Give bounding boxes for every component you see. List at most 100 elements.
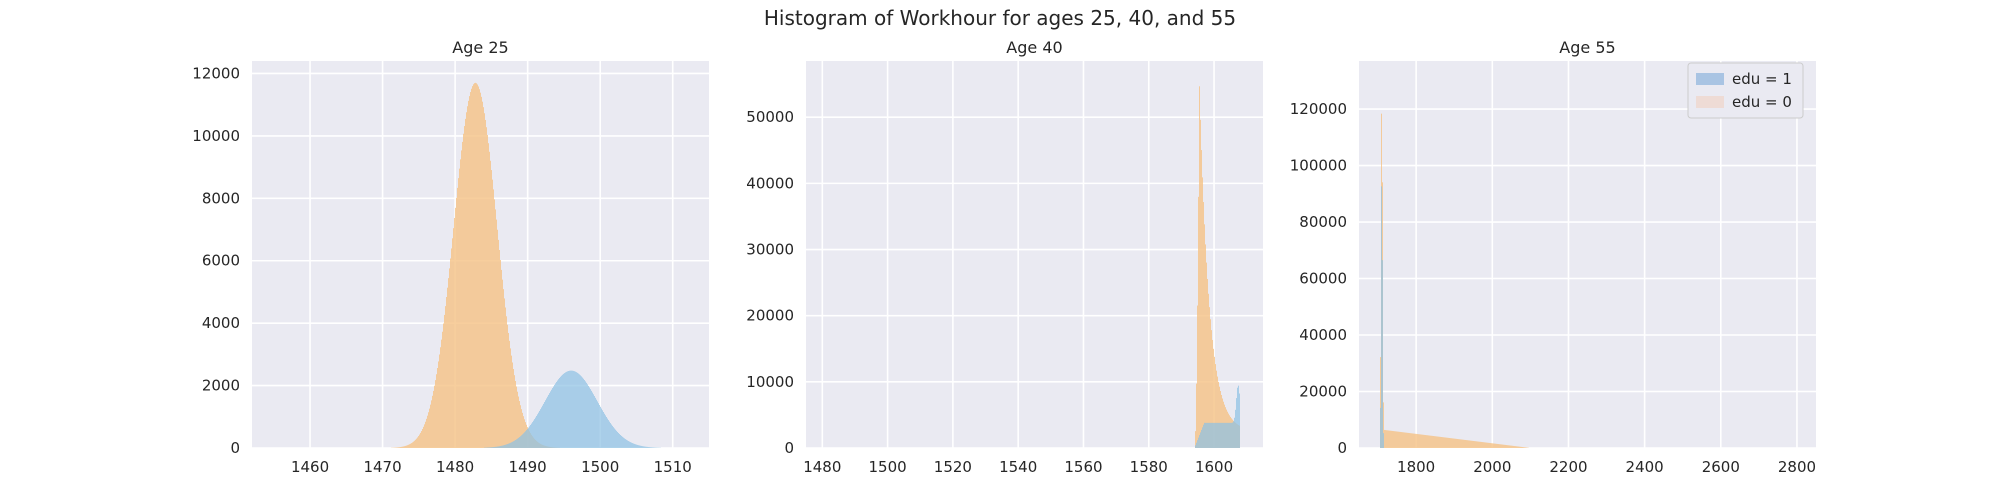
hist-bin-edu-1 bbox=[1233, 421, 1234, 448]
hist-bin-edu-0 bbox=[1462, 440, 1463, 448]
hist-bin-edu-0 bbox=[1196, 384, 1197, 448]
hist-bin-edu-0 bbox=[1426, 435, 1427, 448]
hist-bin-edu-1 bbox=[613, 427, 614, 448]
hist-bin-edu-1 bbox=[535, 418, 536, 448]
hist-bin-edu-1 bbox=[532, 422, 533, 448]
hist-bin-edu-1 bbox=[647, 447, 648, 448]
hist-bin-edu-0 bbox=[1480, 442, 1481, 448]
hist-bin-edu-1 bbox=[528, 428, 529, 448]
hist-bin-edu-0 bbox=[428, 412, 429, 448]
hist-bin-edu-0 bbox=[1200, 120, 1201, 448]
hist-bin-edu-0 bbox=[1405, 433, 1406, 448]
hist-bin-edu-0 bbox=[455, 208, 456, 448]
hist-bin-edu-0 bbox=[1490, 443, 1491, 448]
hist-bin-edu-1 bbox=[1226, 423, 1227, 448]
hist-bin-edu-0 bbox=[1394, 431, 1395, 448]
hist-bin-edu-0 bbox=[414, 441, 415, 448]
hist-bin-edu-1 bbox=[556, 382, 557, 448]
hist-bin-edu-0 bbox=[1448, 438, 1449, 448]
hist-bin-edu-0 bbox=[487, 135, 488, 448]
hist-bin-edu-0 bbox=[483, 107, 484, 448]
hist-bin-edu-1 bbox=[592, 393, 593, 448]
hist-bin-edu-0 bbox=[476, 83, 477, 448]
hist-bin-edu-0 bbox=[499, 250, 500, 448]
hist-bin-edu-1 bbox=[1231, 423, 1232, 448]
hist-bin-edu-0 bbox=[496, 220, 497, 448]
hist-bin-edu-1 bbox=[649, 447, 650, 448]
hist-bin-edu-1 bbox=[622, 437, 623, 448]
hist-bin-edu-1 bbox=[1201, 430, 1202, 448]
hist-bin-edu-1 bbox=[579, 374, 580, 448]
hist-bin-edu-0 bbox=[1496, 444, 1497, 448]
hist-bin-edu-0 bbox=[465, 119, 466, 448]
hist-bin-edu-1 bbox=[616, 431, 617, 448]
hist-bin-edu-0 bbox=[443, 323, 444, 448]
hist-bin-edu-1 bbox=[549, 393, 550, 448]
hist-bin-edu-1 bbox=[634, 444, 635, 448]
hist-bin-edu-1 bbox=[1204, 423, 1205, 448]
hist-bin-edu-0 bbox=[410, 444, 411, 448]
hist-bin-edu-0 bbox=[491, 170, 492, 448]
hist-bin-edu-0 bbox=[1503, 445, 1504, 448]
hist-bin-edu-1 bbox=[570, 371, 571, 448]
hist-bin-edu-1 bbox=[538, 413, 539, 448]
panel-title: Age 55 bbox=[1559, 38, 1615, 57]
hist-bin-edu-0 bbox=[439, 355, 440, 448]
hist-bin-edu-1 bbox=[628, 441, 629, 448]
hist-bin-edu-1 bbox=[630, 442, 631, 448]
hist-bin-edu-0 bbox=[1201, 150, 1202, 448]
hist-bin-edu-0 bbox=[478, 86, 479, 448]
hist-bin-edu-1 bbox=[583, 379, 584, 448]
hist-bin-edu-0 bbox=[1498, 444, 1499, 448]
x-tick-label: 2800 bbox=[1778, 458, 1816, 476]
hist-bin-edu-0 bbox=[1475, 441, 1476, 448]
hist-bin-edu-0 bbox=[1422, 435, 1423, 448]
hist-bin-edu-0 bbox=[415, 440, 416, 448]
hist-bin-edu-1 bbox=[1209, 423, 1210, 448]
hist-bin-edu-0 bbox=[474, 83, 475, 448]
hist-bin-edu-1 bbox=[644, 446, 645, 448]
hist-bin-edu-0 bbox=[447, 288, 448, 448]
hist-bin-edu-0 bbox=[1482, 442, 1483, 448]
hist-bin-edu-0 bbox=[1491, 443, 1492, 448]
hist-bin-edu-0 bbox=[413, 442, 414, 448]
hist-bin-edu-1 bbox=[523, 433, 524, 448]
hist-bin-edu-1 bbox=[591, 391, 592, 448]
hist-bin-edu-0 bbox=[504, 298, 505, 448]
x-tick-label: 1510 bbox=[654, 458, 692, 476]
hist-bin-edu-1 bbox=[569, 371, 570, 448]
hist-bin-edu-0 bbox=[408, 445, 409, 448]
hist-bin-edu-1 bbox=[643, 446, 644, 448]
hist-bin-edu-0 bbox=[1387, 430, 1388, 448]
hist-bin-edu-0 bbox=[1199, 86, 1200, 448]
hist-bin-edu-1 bbox=[653, 447, 654, 448]
hist-bin-edu-1 bbox=[1205, 423, 1206, 448]
hist-bin-edu-1 bbox=[650, 447, 651, 448]
hist-bin-edu-0 bbox=[1406, 433, 1407, 448]
hist-bin-edu-1 bbox=[629, 442, 630, 448]
hist-bin-edu-0 bbox=[1439, 437, 1440, 448]
hist-bin-edu-1 bbox=[507, 444, 508, 448]
hist-bin-edu-0 bbox=[1412, 433, 1413, 448]
hist-bin-edu-1 bbox=[554, 385, 555, 448]
figure-suptitle: Histogram of Workhour for ages 25, 40, a… bbox=[764, 6, 1236, 30]
hist-bin-edu-1 bbox=[521, 435, 522, 448]
hist-bin-edu-0 bbox=[515, 381, 516, 448]
hist-bin-edu-1 bbox=[1224, 423, 1225, 448]
y-tick-label: 2000 bbox=[202, 377, 240, 395]
hist-bin-edu-0 bbox=[427, 416, 428, 448]
hist-bin-edu-1 bbox=[1227, 423, 1228, 448]
hist-bin-edu-0 bbox=[432, 396, 433, 448]
hist-bin-edu-1 bbox=[580, 375, 581, 448]
hist-bin-edu-1 bbox=[1198, 438, 1199, 448]
hist-bin-edu-0 bbox=[1421, 435, 1422, 448]
hist-bin-edu-1 bbox=[621, 436, 622, 448]
hist-bin-edu-0 bbox=[1447, 438, 1448, 448]
hist-bin-edu-1 bbox=[1382, 260, 1383, 448]
hist-bin-edu-0 bbox=[514, 375, 515, 448]
hist-bin-edu-1 bbox=[577, 373, 578, 448]
hist-bin-edu-0 bbox=[420, 433, 421, 448]
hist-bin-edu-0 bbox=[1454, 439, 1455, 448]
hist-bin-edu-1 bbox=[608, 420, 609, 448]
